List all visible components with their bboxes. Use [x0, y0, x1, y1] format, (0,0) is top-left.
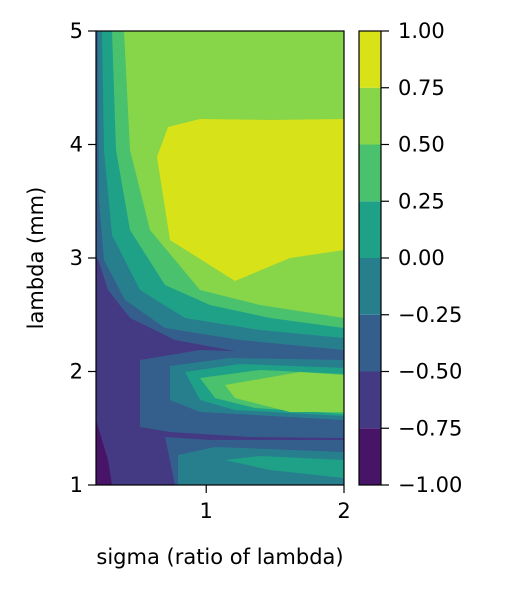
y-tick-label: 5: [70, 19, 83, 43]
colorbar-axis: −1.00 −0.75 −0.50 −0.25 0.00 0.25 0.50 0.75 1.00: [381, 19, 462, 497]
y-tick-label: 1: [70, 473, 83, 497]
y-axis-label: lambda (mm): [24, 187, 48, 330]
colorbar-segment: [359, 371, 381, 429]
colorbar-tick-label: −0.75: [398, 416, 462, 440]
x-tick-label: 2: [337, 499, 350, 523]
colorbar-tick-label: 0.75: [398, 76, 445, 100]
x-tick-label: 1: [200, 499, 213, 523]
colorbar-tick-label: 0.00: [398, 246, 445, 270]
colorbar-segment: [359, 31, 381, 88]
colorbar-segment: [359, 144, 381, 202]
y-tick-label: 2: [70, 360, 83, 384]
colorbar-tick-label: −0.50: [398, 360, 462, 384]
y-axis: 1 2 3 4 5: [70, 19, 96, 497]
colorbar-tick-label: −0.25: [398, 303, 462, 327]
y-tick-label: 4: [70, 133, 83, 157]
contour-edge-tab: [337, 300, 344, 310]
contour-band-0.50-0.75-lobe: [225, 372, 344, 412]
contour-band-0.00-0.25-low: [225, 456, 344, 478]
colorbar-segment: [359, 201, 381, 258]
colorbar-segment: [359, 314, 381, 372]
colorbar: [359, 31, 381, 485]
colorbar-tick-label: 1.00: [398, 19, 445, 43]
colorbar-segment: [359, 87, 381, 145]
colorbar-segment: [359, 258, 381, 315]
colorbar-tick-label: 0.25: [398, 189, 445, 213]
colorbar-tick-label: −1.00: [398, 473, 462, 497]
y-tick-label: 3: [70, 246, 83, 270]
contour-plot-area: [96, 31, 344, 485]
contour-band-neg1.00-neg0.75: [96, 420, 112, 485]
x-axis-label: sigma (ratio of lambda): [96, 545, 343, 569]
colorbar-segment: [359, 428, 381, 485]
colorbar-tick-label: 0.50: [398, 133, 445, 157]
contour-band-0.75-1.00: [157, 119, 344, 281]
